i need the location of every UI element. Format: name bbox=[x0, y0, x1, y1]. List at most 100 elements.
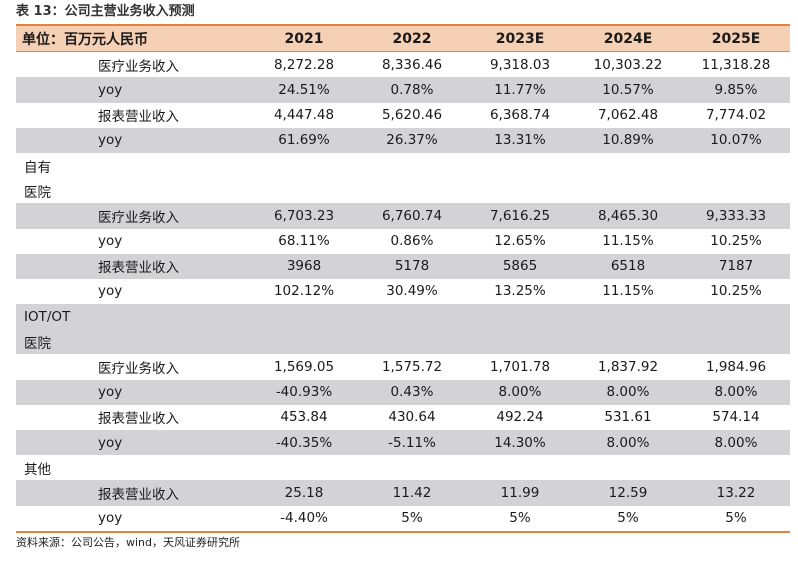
row-item-label: yoy bbox=[76, 127, 250, 153]
table-cell: 68.11% bbox=[278, 233, 330, 250]
table-row: 其他 bbox=[16, 455, 790, 480]
table-cell bbox=[358, 455, 466, 480]
table-cell: 7,616.25 bbox=[466, 203, 574, 229]
revenue-forecast-table: 单位：百万元人民币 2021 2022 2023E 2024E 2025E 医疗… bbox=[16, 24, 790, 533]
table-body: 单位：百万元人民币 2021 2022 2023E 2024E 2025E 医疗… bbox=[16, 24, 790, 533]
table-cell: 11.15% bbox=[602, 233, 654, 250]
table-cell bbox=[250, 304, 358, 330]
row-group-label bbox=[16, 354, 76, 379]
table-row: 医院 bbox=[16, 329, 790, 355]
table-cell: 25.18 bbox=[250, 480, 358, 506]
table-row: 报表营业收入 453.84 430.64 492.24 531.61 574.14 bbox=[16, 405, 790, 430]
table-cell: 8.00% bbox=[682, 379, 790, 405]
row-group-label bbox=[16, 253, 76, 279]
table-cell: 11.15% bbox=[602, 283, 654, 300]
table-cell: 1,837.92 bbox=[597, 359, 659, 376]
table-cell bbox=[466, 153, 574, 178]
table-cell bbox=[250, 455, 358, 480]
table-cell bbox=[358, 304, 466, 330]
table-cell: 7,774.02 bbox=[705, 107, 767, 124]
table-cell bbox=[682, 329, 790, 355]
year-header: 2025E bbox=[682, 24, 790, 53]
table-cell bbox=[574, 153, 682, 178]
table-cell: 6518 bbox=[574, 253, 682, 279]
table-cell: 61.69% bbox=[250, 127, 358, 153]
table-cell bbox=[574, 455, 682, 480]
table-cell: 5178 bbox=[358, 253, 466, 279]
row-group-label: 医院 bbox=[24, 184, 51, 201]
table-cell: 8.00% bbox=[574, 379, 682, 405]
row-group-label bbox=[16, 480, 76, 506]
row-item-label bbox=[76, 455, 250, 480]
row-item-label bbox=[76, 329, 250, 355]
table-cell: 12.65% bbox=[494, 233, 546, 250]
table-cell: 5,620.46 bbox=[381, 107, 443, 124]
table-cell: 430.64 bbox=[388, 409, 436, 426]
table-row: yoy 24.51% 0.78% 11.77% 10.57% 9.85% bbox=[16, 77, 790, 103]
table-cell bbox=[250, 329, 358, 355]
table-row: yoy -4.40% 5% 5% 5% 5% bbox=[16, 505, 790, 533]
table-row: yoy -40.93% 0.43% 8.00% 8.00% 8.00% bbox=[16, 379, 790, 405]
table-cell: 0.78% bbox=[358, 77, 466, 103]
table-cell: 492.24 bbox=[496, 409, 544, 426]
table-cell: 10.25% bbox=[710, 283, 762, 300]
table-cell: 24.51% bbox=[250, 77, 358, 103]
table-cell: 5% bbox=[574, 505, 682, 533]
table-cell bbox=[574, 304, 682, 330]
year-header: 2022 bbox=[358, 24, 466, 53]
year-header: 2024E bbox=[574, 24, 682, 53]
row-item-label: 医疗业务收入 bbox=[98, 58, 179, 75]
table-cell bbox=[250, 178, 358, 203]
table-cell bbox=[682, 304, 790, 330]
table-cell: 6,368.74 bbox=[489, 107, 551, 124]
table-cell: 5865 bbox=[466, 253, 574, 279]
table-row: 报表营业收入 25.18 11.42 11.99 12.59 13.22 bbox=[16, 480, 790, 506]
table-cell: 9,333.33 bbox=[682, 203, 790, 229]
table-cell: 11.42 bbox=[358, 480, 466, 506]
table-cell: 8,336.46 bbox=[381, 56, 443, 73]
row-item-label: 报表营业收入 bbox=[76, 480, 250, 506]
row-group-label bbox=[16, 52, 76, 78]
table-cell: 0.86% bbox=[390, 233, 434, 250]
table-cell: 10.57% bbox=[574, 77, 682, 103]
row-item-label: 报表营业收入 bbox=[98, 109, 179, 126]
table-cell: 10,303.22 bbox=[593, 56, 663, 73]
table-cell: 13.22 bbox=[682, 480, 790, 506]
table-cell bbox=[358, 153, 466, 178]
table-cell: 0.43% bbox=[358, 379, 466, 405]
table-cell: 7,062.48 bbox=[597, 107, 659, 124]
table-row: 报表营业收入 3968 5178 5865 6518 7187 bbox=[16, 253, 790, 279]
table-row: 医疗业务收入 1,569.05 1,575.72 1,701.78 1,837.92 1,… bbox=[16, 354, 790, 379]
table-header-row: 单位：百万元人民币 2021 2022 2023E 2024E 2025E bbox=[16, 24, 790, 53]
table-cell bbox=[682, 455, 790, 480]
table-cell: 13.31% bbox=[466, 127, 574, 153]
row-group-label bbox=[16, 127, 76, 153]
table-cell: 8,465.30 bbox=[574, 203, 682, 229]
table-cell: 12.59 bbox=[574, 480, 682, 506]
table-cell bbox=[466, 178, 574, 203]
row-item-label bbox=[76, 153, 250, 178]
row-item-label: 报表营业收入 bbox=[76, 253, 250, 279]
table-cell: 574.14 bbox=[712, 409, 760, 426]
row-group-label: 其他 bbox=[24, 461, 51, 478]
row-group-label bbox=[16, 77, 76, 103]
table-cell: 4,447.48 bbox=[273, 107, 335, 124]
table-cell: 10.89% bbox=[574, 127, 682, 153]
table-cell: 9.85% bbox=[682, 77, 790, 103]
row-item-label: 报表营业收入 bbox=[98, 411, 179, 428]
table-cell: 10.25% bbox=[710, 233, 762, 250]
row-group-label: 自有 bbox=[24, 159, 51, 176]
table-row: yoy 68.11% 0.86% 12.65% 11.15% 10.25% bbox=[16, 229, 790, 254]
table-row: 医疗业务收入 6,703.23 6,760.74 7,616.25 8,465.30 9,… bbox=[16, 203, 790, 229]
table-cell: 453.84 bbox=[280, 409, 328, 426]
table-cell: 11.77% bbox=[466, 77, 574, 103]
table-cell: 13.25% bbox=[494, 283, 546, 300]
row-group-label bbox=[16, 405, 76, 430]
table-cell bbox=[358, 178, 466, 203]
row-item-label: yoy bbox=[76, 505, 250, 533]
row-item-label: yoy bbox=[76, 430, 250, 456]
table-cell bbox=[574, 329, 682, 355]
table-row: yoy 61.69% 26.37% 13.31% 10.89% 10.07% bbox=[16, 127, 790, 153]
row-group-label bbox=[16, 279, 76, 304]
table-cell: 8.00% bbox=[682, 430, 790, 456]
